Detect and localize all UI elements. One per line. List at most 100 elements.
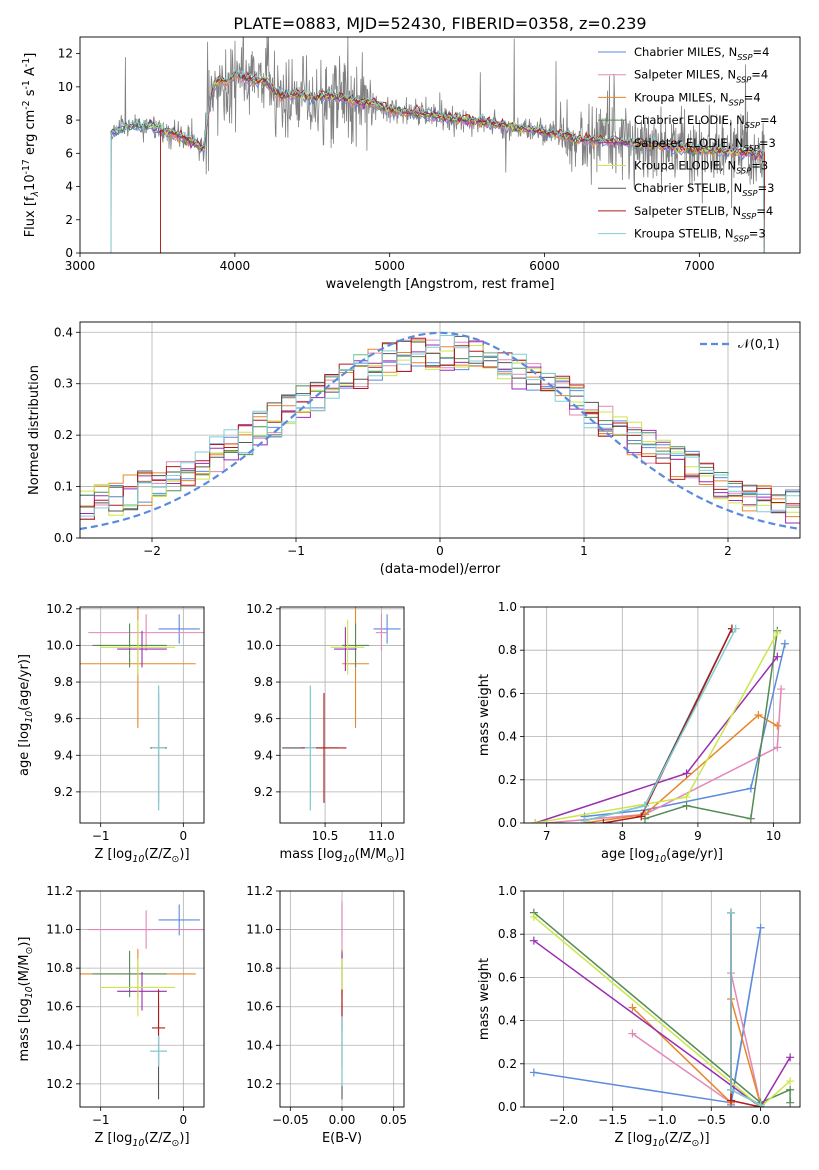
text-run: =4 [751,68,768,82]
tick-label-x: 10 [766,829,781,843]
axis-label-x: Z [log10(Z/Z⊙)] [94,1131,189,1149]
legend-label: Kroupa STELIB, NSSP=3 [634,227,766,244]
text-run: mass [log [280,847,343,862]
errorbar-point-kroupa-stelib [150,1035,167,1067]
tick-label-y: 4 [65,180,73,194]
tick-label-x: 7000 [684,259,715,273]
plus-marker [580,816,589,823]
text-run: Z [log [614,1131,652,1146]
superscript-run: -1 [21,58,32,67]
errorbar-point-kroupa-elodie [100,958,176,1017]
subscript-run: ⊙ [172,854,180,865]
text-run: =4 [752,45,769,59]
tick-label-y: 0.8 [498,927,517,941]
mass-weight-series-kroupa-stelib [727,908,765,1107]
text-run: E(B-V) [322,1131,362,1146]
subscript-run: 10 [652,1138,664,1149]
plot-area [110,37,765,253]
text-run: Chabrier MILES, N [634,45,737,59]
axes-frame [79,321,801,539]
plot-area [529,908,795,1107]
subscript-run: SSP [745,120,760,130]
series-line [533,927,762,1105]
subscript-run: SSP [736,166,751,176]
tick-label-y: 0.4 [498,730,517,744]
legend-label: Chabrier STELIB, NSSP=3 [634,181,774,198]
plus-marker [599,819,608,823]
plus-marker [754,711,763,719]
text-run: Z [log [94,847,132,862]
tick-label-y: 8 [65,113,73,127]
plus-marker [786,1085,795,1094]
plus-marker [682,769,691,778]
tick-label-y: 9.8 [254,675,273,689]
panels: 3000 4000 5000 6000 7000024681012wavelength … [17,36,801,1149]
axes-mass_vs_Z: −1 010.210.410.610.811.011.2Z [log10(Z/Z⊙… [17,884,205,1149]
tick-label-x: 11.0 [368,829,395,843]
text-run: Z [log [94,1131,132,1146]
tick-label-y: 0.2 [54,428,73,442]
legend-label: Chabrier ELODIE, NSSP=4 [634,113,777,130]
tick-label-y: 0.2 [498,773,517,787]
plus-marker [531,819,540,823]
axes-mass_vs_ebv: −0.05 0.00 0.05 10.2 10.4 10.6 10.8 11.0 11.2 E(B… [246,884,407,1146]
text-run: 10 [23,174,38,191]
text-run: mass weight [477,958,492,1040]
errorbar-point-chabrier-elodie [342,623,370,668]
axis-label-x: (data-model)/error [380,562,501,577]
tick-label-x: 5000 [374,259,405,273]
tick-label-y: 11.0 [246,923,273,937]
errorbar-point-chabrier-miles [373,614,401,644]
tick-label-y: 2 [65,213,73,227]
axes-massweight_vs_Z: −2.0 −1.5 −1.0 −0.5 0.0 0.0 0.2 0.4 0.6 0.8 1.0 Z [… [477,884,801,1149]
text-run: Salpeter STELIB, N [634,204,741,218]
errorbar-point-salpeter-miles [88,614,204,651]
plot-area [80,607,204,811]
axes-frame [79,36,801,254]
plus-marker [773,721,782,730]
text-run: )] [17,937,32,947]
text-run: age [log [601,847,654,862]
plus-marker [777,685,786,694]
series-line [533,912,791,1104]
text-run: erg cm [23,110,38,159]
plus-marker [637,812,646,821]
mass-weight-series-kroupa-stelib [580,624,740,823]
plus-marker [682,793,691,802]
math-run: 𝒩(0,1) [738,336,780,351]
text-run: Chabrier ELODIE, N [634,113,745,127]
subscript-run: 10 [343,854,355,865]
plus-marker [773,743,782,752]
residual-histogram-salpeter-stelib [80,337,800,520]
text-run: Salpeter ELODIE, N [634,136,744,150]
plus-marker [682,801,691,810]
histogram-legend: 𝒩(0,1) [700,336,780,351]
tick-label-y: 10.4 [246,1038,273,1052]
errorbar-point-chabrier-miles [158,904,200,936]
text-run: (Z/Z [664,1131,691,1146]
tick-label-y: 12 [58,47,73,61]
errorbar-point-chabrier-elodie [92,623,167,668]
tick-label-x: 2 [724,544,732,558]
errorbar-point-kroupa-elodie [100,619,176,675]
plus-marker [756,923,765,932]
tick-label-y: 11.2 [246,884,273,898]
tick-label-x: 4000 [220,259,251,273]
tick-label-y: 6 [65,146,73,160]
subscript-run: ⊙ [172,1138,180,1149]
plus-marker [731,624,740,633]
text-run: age [log [17,723,32,776]
errorbar-point-chabrier-elodie [92,950,167,998]
model-spectrum-salpeter-stelib [160,70,765,253]
tick-label-y: 10.2 [246,602,273,616]
subscript-run: SSP [729,97,744,107]
mass-weight-series-kroupa-elodie [531,628,782,823]
errorbar-point-kroupa-elodie [330,619,365,675]
tick-label-y: 9.4 [54,748,73,762]
axes-residuals: −2 −1 0 1 2 0.0 0.1 0.2 0.3 0.4 (data-model)/error… [27,321,801,577]
legend-label: 𝒩(0,1) [738,336,780,351]
tick-label-x: 1 [580,544,588,558]
normal-distribution-curve [80,331,800,531]
plus-marker [773,628,782,637]
axis-label-y: mass weight [477,958,492,1040]
